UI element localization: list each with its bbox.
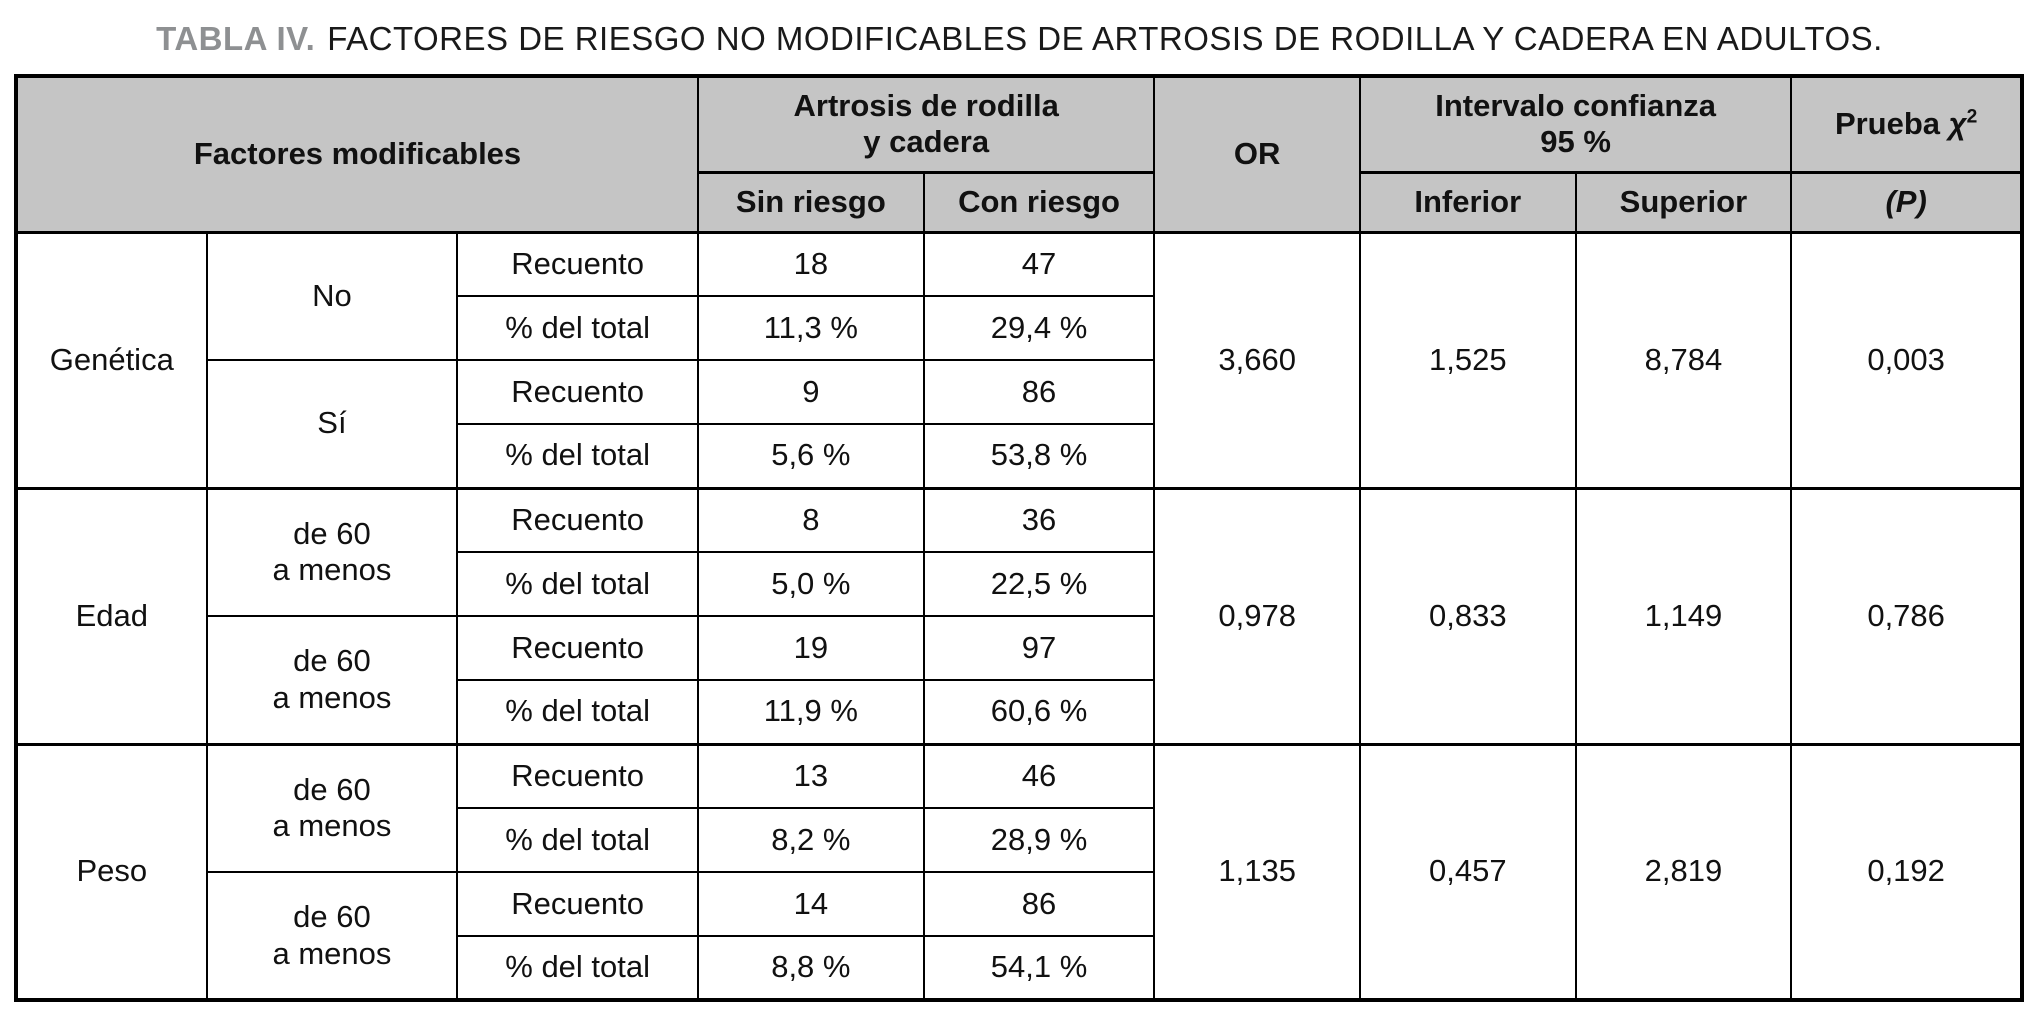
value-con-riesgo: 60,6 % [922, 679, 1156, 745]
table-row: Genética No Recuento 18 47 3,660 1,525 8… [15, 230, 2023, 489]
level-cell: No [205, 230, 459, 361]
value-sin-riesgo: 8 [697, 486, 925, 553]
ci-inferior-value: 0,457 [1358, 742, 1577, 1001]
or-value: 3,660 [1153, 230, 1361, 489]
value-con-riesgo: 29,4 % [922, 295, 1156, 361]
page-title: TABLA IV. FACTORES DE RIESGO NO MODIFICAB… [14, 20, 2025, 58]
header-prueba-chi2: Prueba χ2 [1790, 75, 2023, 173]
value-con-riesgo: 36 [922, 486, 1156, 553]
value-con-riesgo: 28,9 % [922, 807, 1156, 873]
header-superior: Superior [1574, 170, 1793, 233]
value-sin-riesgo: 8,8 % [697, 935, 925, 1001]
value-con-riesgo: 97 [922, 615, 1156, 681]
stat-label: Recuento [456, 486, 700, 553]
stat-label: % del total [456, 807, 700, 873]
table-row: % del total 11,9 % 60,6 % [16, 679, 2022, 745]
value-sin-riesgo: 18 [697, 230, 925, 297]
value-sin-riesgo: 8,2 % [697, 807, 925, 873]
value-sin-riesgo: 5,6 % [697, 423, 925, 489]
p-value: 0,192 [1790, 742, 2023, 1001]
table-row: % del total 8,8 % 54,1 % [16, 935, 2022, 1001]
table-row: % del total 5,0 % 22,5 % [16, 551, 2022, 617]
header-con-riesgo: Con riesgo [922, 170, 1156, 233]
header-sin-riesgo: Sin riesgo [697, 170, 925, 233]
header-factores: Factores modificables [14, 75, 700, 233]
stat-label: Recuento [456, 359, 700, 425]
stat-label: Recuento [456, 615, 700, 681]
table-row: % del total 8,2 % 28,9 % [16, 807, 2022, 873]
stat-label: % del total [456, 935, 700, 1001]
value-sin-riesgo: 13 [697, 742, 925, 809]
or-value: 0,978 [1153, 486, 1361, 745]
value-sin-riesgo: 11,3 % [697, 295, 925, 361]
chi-exponent: 2 [1966, 106, 1978, 128]
stat-label: Recuento [456, 742, 700, 809]
ci-superior-value: 8,784 [1574, 230, 1793, 489]
table-row: % del total 5,6 % 53,8 % [16, 423, 2022, 489]
table-row: Edad de 60 a menos Recuento 8 36 0,978 0… [15, 486, 2023, 745]
table-row: de 60 a menos Recuento 14 86 [16, 871, 2022, 1001]
or-value: 1,135 [1153, 742, 1361, 1001]
table-row: % del total 11,3 % 29,4 % [16, 295, 2022, 361]
chi-symbol: χ [1948, 105, 1967, 141]
table-title-text: FACTORES DE RIESGO NO MODIFICABLES DE AR… [327, 20, 1883, 57]
table-number-label: TABLA IV. [156, 20, 316, 57]
ci-superior-value: 2,819 [1574, 742, 1793, 1001]
value-con-riesgo: 46 [922, 742, 1156, 809]
factor-cell: Peso [15, 742, 208, 1001]
p-value: 0,003 [1790, 230, 2023, 489]
value-sin-riesgo: 5,0 % [697, 551, 925, 617]
value-sin-riesgo: 9 [697, 359, 925, 425]
stat-label: % del total [456, 295, 700, 361]
value-sin-riesgo: 11,9 % [697, 679, 925, 745]
stat-label: % del total [456, 551, 700, 617]
factor-cell: Edad [15, 486, 208, 745]
header-inferior: Inferior [1358, 170, 1577, 233]
stat-label: Recuento [456, 230, 700, 297]
factor-cell: Genética [15, 230, 208, 489]
table-row: Peso de 60 a menos Recuento 13 46 1,135 … [15, 742, 2023, 1001]
header-p-value: (P) [1790, 170, 2023, 233]
value-con-riesgo: 22,5 % [922, 551, 1156, 617]
ci-inferior-value: 0,833 [1358, 486, 1577, 745]
results-table: Factores modificables Artrosis de rodill… [14, 74, 2024, 1002]
value-con-riesgo: 47 [922, 230, 1156, 297]
header-intervalo: Intervalo confianza 95 % [1358, 75, 1793, 173]
stat-label: % del total [456, 423, 700, 489]
value-con-riesgo: 53,8 % [922, 423, 1156, 489]
value-sin-riesgo: 19 [697, 615, 925, 681]
header-row-1: Factores modificables Artrosis de rodill… [14, 75, 2023, 233]
level-cell: de 60 a menos [205, 742, 459, 873]
level-cell: de 60 a menos [205, 486, 459, 617]
value-con-riesgo: 54,1 % [922, 935, 1156, 1001]
ci-inferior-value: 1,525 [1358, 230, 1577, 489]
level-cell: de 60 a menos [205, 615, 459, 745]
header-or: OR [1153, 75, 1361, 233]
header-prueba-label: Prueba [1834, 105, 1941, 141]
value-sin-riesgo: 14 [697, 871, 925, 937]
level-cell: Sí [205, 359, 459, 489]
header-row-2: Sin riesgo Con riesgo Inferior Superior … [16, 170, 2023, 233]
ci-superior-value: 1,149 [1574, 486, 1793, 745]
table-row: Sí Recuento 9 86 [16, 359, 2022, 489]
stat-label: Recuento [456, 871, 700, 937]
stat-label: % del total [456, 679, 700, 745]
table-row: de 60 a menos Recuento 19 97 [16, 615, 2022, 745]
level-cell: de 60 a menos [205, 871, 459, 1001]
value-con-riesgo: 86 [922, 871, 1156, 937]
header-artrosis: Artrosis de rodilla y cadera [697, 75, 1156, 173]
p-value: 0,786 [1790, 486, 2023, 745]
value-con-riesgo: 86 [922, 359, 1156, 425]
